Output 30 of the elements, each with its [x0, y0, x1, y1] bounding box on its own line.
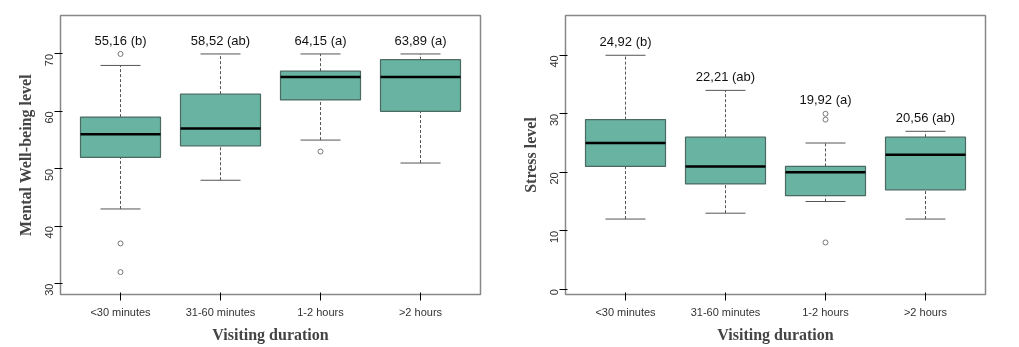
annotation: 20,56 (ab) [895, 109, 956, 125]
y-tick-label: 70 [43, 53, 56, 67]
annotation: 63,89 (a) [394, 32, 447, 48]
y-tick-label: 10 [548, 230, 561, 243]
annotation: 24,92 (b) [599, 33, 652, 49]
x-axis-title: Visiting duration [212, 325, 329, 344]
y-tick-label: 20 [548, 172, 561, 185]
y-axis-title: Mental Well-being level [16, 73, 35, 236]
y-tick-label: 30 [43, 283, 56, 296]
y-tick-label: 50 [43, 168, 56, 182]
x-tick-label: 31-60 minutes [185, 305, 256, 318]
annotation: 64,15 (a) [294, 32, 347, 48]
y-tick-label: 30 [548, 113, 561, 126]
x-axis-title: Visiting duration [717, 325, 834, 344]
annotation: 55,16 (b) [94, 32, 147, 48]
x-tick-label: 1-2 hours [802, 305, 850, 318]
annotation: 58,52 (ab) [190, 32, 251, 48]
x-tick-label: <30 minutes [90, 305, 152, 318]
y-axis-title: Stress level [521, 116, 539, 193]
x-tick-label: >2 hours [398, 305, 443, 318]
annotation: 19,92 (a) [799, 92, 852, 108]
x-tick-label: 31-60 minutes [690, 305, 761, 318]
x-tick-label: 1-2 hours [297, 305, 345, 318]
annotation: 22,21 (ab) [695, 68, 756, 84]
y-tick-label: 60 [43, 111, 56, 124]
y-tick-label: 0 [548, 289, 561, 296]
x-tick-label: >2 hours [903, 305, 948, 318]
y-tick-label: 40 [43, 226, 56, 239]
y-tick-label: 40 [548, 55, 561, 68]
x-tick-label: <30 minutes [595, 305, 657, 318]
